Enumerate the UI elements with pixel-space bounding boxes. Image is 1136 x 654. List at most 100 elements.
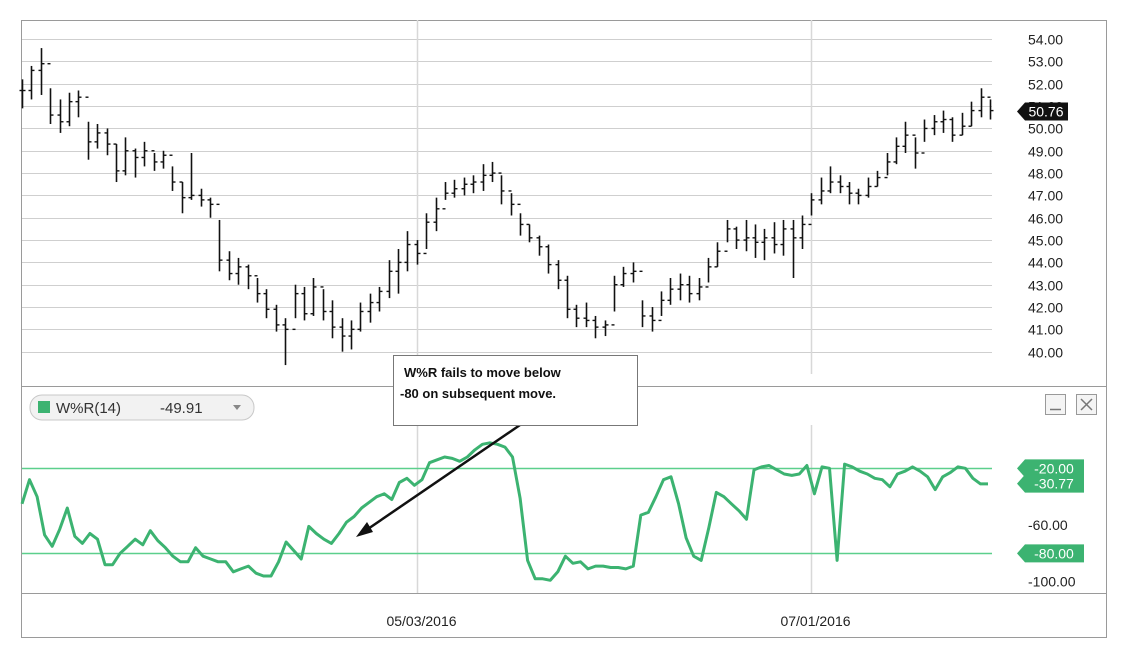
price-bar <box>724 219 731 252</box>
x-axis-date-label: 07/01/2016 <box>780 613 850 629</box>
price-bar <box>696 278 703 301</box>
price-bar <box>132 148 139 178</box>
price-bar <box>583 302 590 328</box>
level-badge-text: -20.00 <box>1034 460 1074 476</box>
price-bar <box>329 300 336 339</box>
price-bar <box>931 115 938 136</box>
price-bar <box>357 302 364 332</box>
price-bar <box>677 273 684 301</box>
price-bar <box>207 197 214 218</box>
last-price-badge-shape <box>1017 102 1068 121</box>
annotation-arrow-head <box>356 522 373 537</box>
price-bar <box>38 48 45 95</box>
level-badge-shape <box>1017 544 1084 563</box>
price-bar <box>461 177 468 196</box>
annotation-line-2: -80 on subsequent move. <box>400 386 556 401</box>
indicator-y-tick-label: -100.00 <box>1028 574 1076 590</box>
price-y-tick-label: 44.00 <box>1028 255 1063 271</box>
price-bar <box>254 275 261 303</box>
price-bar <box>526 223 533 243</box>
price-bar <box>837 175 844 194</box>
price-bar <box>818 177 825 205</box>
price-bar <box>395 248 402 294</box>
level-badge: -80.00 <box>1017 544 1084 563</box>
price-y-tick-label: 47.00 <box>1028 188 1063 204</box>
price-bars <box>19 48 994 366</box>
last-value-badge-shape <box>1017 474 1084 493</box>
price-bar <box>122 137 129 176</box>
price-y-tick-label: 53.00 <box>1028 54 1063 70</box>
annotation-line-1: W%R fails to move below <box>404 365 562 380</box>
annotation-callout: W%R fails to move below -80 on subsequen… <box>356 355 638 537</box>
price-bar <box>85 96 92 160</box>
price-bar <box>404 231 411 272</box>
price-bar <box>949 117 956 142</box>
price-y-tick-label: 48.00 <box>1028 166 1063 182</box>
price-y-tick-label: 50.00 <box>1028 121 1063 137</box>
price-bar <box>216 203 223 272</box>
price-bar <box>874 170 881 188</box>
price-bar <box>198 188 205 207</box>
price-bar <box>226 251 233 281</box>
x-axis-date-label: 05/03/2016 <box>386 613 456 629</box>
price-bar <box>667 278 674 305</box>
price-bar <box>912 134 919 169</box>
price-bar <box>686 275 693 303</box>
price-bar <box>498 172 505 205</box>
price-bar <box>733 226 740 249</box>
indicator-label: W%R(14) <box>56 400 121 417</box>
price-y-tick-label: 41.00 <box>1028 322 1063 338</box>
price-bar <box>75 90 82 118</box>
indicator-vertical-grid <box>416 425 813 593</box>
price-bar <box>141 141 148 167</box>
price-bar <box>367 293 374 323</box>
price-bar <box>536 235 543 256</box>
price-bar <box>855 188 862 205</box>
price-bar <box>630 262 637 283</box>
williams-r-line <box>20 441 988 582</box>
price-bar <box>968 101 975 127</box>
price-bar <box>602 320 609 337</box>
level-badge-text: -80.00 <box>1034 545 1074 561</box>
price-bar <box>658 291 665 322</box>
price-bar <box>160 150 167 169</box>
price-bar <box>752 224 759 258</box>
price-y-tick-label: 46.00 <box>1028 211 1063 227</box>
price-y-tick-label: 52.00 <box>1028 77 1063 93</box>
price-bar <box>846 182 853 205</box>
indicator-badges: -20.00 -80.00 -30.77 <box>1017 459 1084 563</box>
price-bar <box>987 96 994 120</box>
price-y-tick-label: 40.00 <box>1028 345 1063 361</box>
price-y-tick-label: 43.00 <box>1028 278 1063 294</box>
close-icon[interactable] <box>1076 394 1097 415</box>
price-bar <box>714 242 721 268</box>
level-badge-shape <box>1017 459 1084 478</box>
price-bar <box>564 275 571 319</box>
price-bar <box>151 150 158 171</box>
price-bar <box>282 318 289 366</box>
price-bar <box>592 315 599 339</box>
price-bar <box>639 270 646 328</box>
indicator-y-axis: -60.00 -100.00 <box>1028 517 1076 590</box>
price-bar <box>517 203 524 236</box>
price-bar <box>104 128 111 156</box>
price-bar <box>188 153 195 200</box>
price-bar <box>301 286 308 321</box>
chevron-down-icon[interactable] <box>233 405 241 410</box>
price-bar <box>865 177 872 198</box>
price-bar <box>414 240 421 265</box>
price-bar <box>555 260 562 290</box>
indicator-panel: -60.00 -100.00 -20.00 -80.00 -30.77 <box>20 425 1084 593</box>
price-bar <box>978 88 985 118</box>
indicator-legend-pill[interactable] <box>29 394 255 421</box>
price-bar <box>940 110 947 133</box>
price-bar <box>113 143 120 183</box>
minimize-icon[interactable] <box>1045 394 1066 415</box>
price-bar <box>348 320 355 350</box>
price-bar <box>235 257 242 285</box>
price-bar <box>292 284 299 331</box>
price-bar <box>451 179 458 198</box>
price-bar <box>827 166 834 194</box>
price-bar <box>245 264 252 290</box>
